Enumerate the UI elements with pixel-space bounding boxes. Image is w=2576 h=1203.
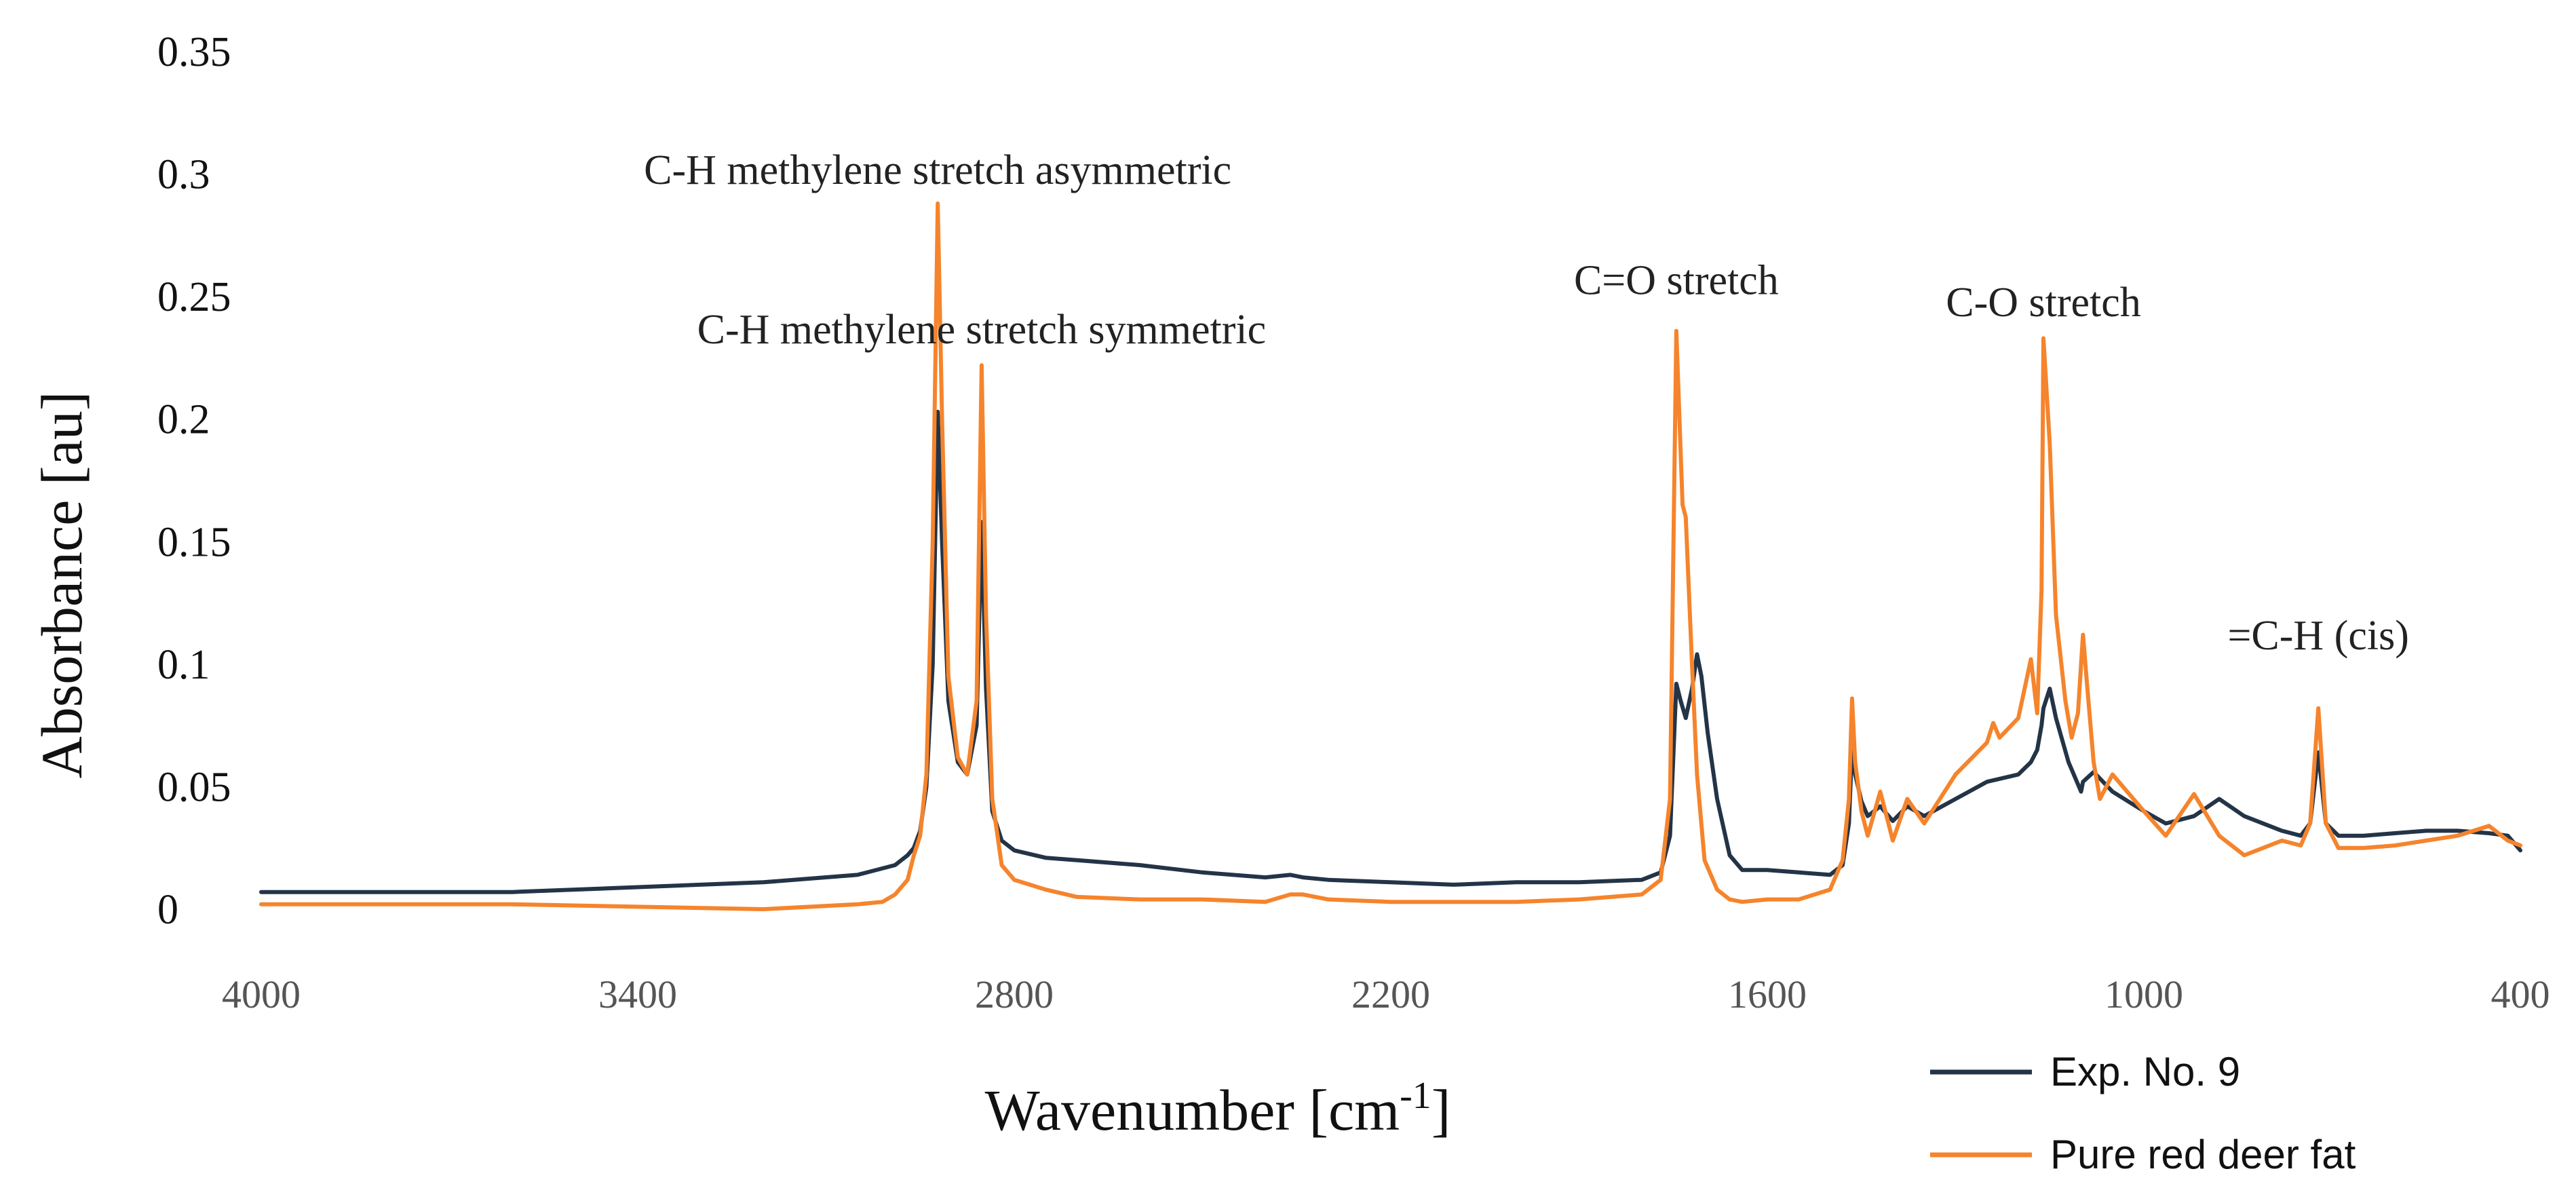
x-tick-label: 1600 <box>1728 972 1807 1016</box>
peak-annotation: C-H methylene stretch symmetric <box>697 307 1266 353</box>
y-tick-label: 0.1 <box>157 642 210 688</box>
peak-annotation: C-H methylene stretch asymmetric <box>644 147 1231 193</box>
x-axis-label-end: ] <box>1431 1077 1451 1143</box>
x-axis-label-superscript: -1 <box>1400 1075 1431 1117</box>
legend: Exp. No. 9 Pure red deer fat <box>1930 1049 2356 1177</box>
y-tick-label: 0.35 <box>157 29 231 75</box>
y-axis-title: Absorbance [au] <box>29 392 94 779</box>
y-tick-label: 0.15 <box>157 519 231 565</box>
x-tick-label: 4000 <box>222 972 301 1016</box>
x-tick-label: 1000 <box>2104 972 2183 1016</box>
y-axis-ticks: 0 0.05 0.1 0.15 0.2 0.25 0.3 0.35 <box>157 29 231 933</box>
plot-area <box>259 201 2522 911</box>
x-axis-label-main: Wavenumber [cm <box>985 1077 1400 1143</box>
x-tick-label: 2800 <box>975 972 1054 1016</box>
x-tick-label: 2200 <box>1351 972 1430 1016</box>
legend-label-2: Pure red deer fat <box>2050 1132 2356 1177</box>
x-tick-label: 3400 <box>598 972 677 1016</box>
legend-label-1: Exp. No. 9 <box>2050 1049 2240 1094</box>
peak-annotation: C=O stretch <box>1574 258 1779 304</box>
peak-annotation: =C-H (cis) <box>2227 613 2408 659</box>
y-tick-label: 0.2 <box>157 397 210 443</box>
series-line-2 <box>259 201 2522 911</box>
x-axis-ticks: 4000 3400 2800 2200 1600 1000 400 <box>222 972 2550 1016</box>
x-axis-label: Wavenumber [cm-1] <box>985 1075 1451 1143</box>
x-tick-label: 400 <box>2491 972 2550 1016</box>
y-axis-label: Absorbance [au] <box>29 392 94 779</box>
y-tick-label: 0.05 <box>157 764 231 810</box>
peak-annotation: C-O stretch <box>1946 280 2141 326</box>
y-tick-label: 0.25 <box>157 274 231 320</box>
annotations: C-H methylene stretch asymmetric C-H meth… <box>644 147 2409 659</box>
series-line-1 <box>259 409 2522 894</box>
y-tick-label: 0 <box>157 887 178 933</box>
y-tick-label: 0.3 <box>157 152 210 198</box>
